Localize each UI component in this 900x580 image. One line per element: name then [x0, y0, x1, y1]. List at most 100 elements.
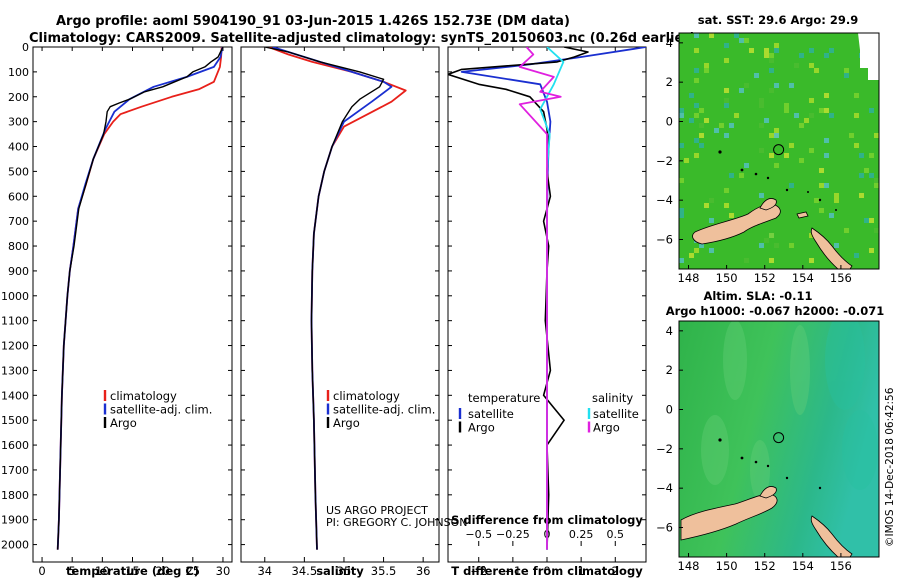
sst-cell: [794, 63, 799, 68]
sst-cell: [729, 213, 734, 218]
sst-cell: [759, 148, 764, 153]
sst-cell: [739, 38, 744, 43]
series-line-salinity-argo: [518, 47, 562, 550]
sst-cell: [859, 173, 864, 178]
sst-map-title: sat. SST: 29.6 Argo: 29.9: [698, 13, 858, 27]
x-tick-label: 35.5: [371, 564, 397, 578]
sst-cell: [709, 218, 714, 223]
series-lines: [448, 47, 646, 550]
sst-cell: [824, 53, 829, 58]
map-y-tick-label: −4: [656, 481, 673, 495]
map-y-tick-label: −6: [656, 233, 673, 247]
map-y-tick-label: −2: [656, 154, 673, 168]
salinity-panel-frame: [240, 46, 440, 563]
salinity-panel: 34 34.5 35 35.5 36 salinity climatologysatelli…: [241, 46, 439, 578]
series-line-climatology: [268, 47, 407, 550]
sst-cell: [719, 123, 724, 128]
sst-cell: [849, 133, 854, 138]
imos-timestamp: ©IMOS 14-Dec-2018 06:42:56: [884, 387, 896, 547]
sst-cell: [844, 73, 849, 78]
sst-cell: [774, 83, 779, 88]
sst-cell: [784, 108, 789, 113]
sst-cell: [859, 193, 864, 198]
sst-cell: [729, 173, 734, 178]
sst-cell: [829, 213, 834, 218]
sst-cell: [739, 173, 744, 178]
map-x-tick-label: 150: [716, 271, 738, 285]
sst-cell: [789, 83, 794, 88]
sst-cell: [689, 93, 694, 98]
sst-map: [679, 33, 879, 269]
map-y-tick-label: 4: [666, 324, 673, 338]
sst-cell: [809, 98, 814, 103]
x-tick-label: 5: [69, 564, 76, 578]
x-tick-label: 0: [543, 564, 550, 578]
x-axis-label: temperature (deg C): [66, 564, 199, 578]
sst-cell: [694, 153, 699, 158]
sst-cell: [819, 168, 824, 173]
sst-cell: [744, 163, 749, 168]
x2-tick-label: −0.5: [465, 528, 492, 541]
project-credit-line2: PI: GREGORY C. JOHNSON: [326, 516, 467, 529]
sst-cell: [694, 113, 699, 118]
map-x-tick-label: 148: [678, 271, 700, 285]
depth-tick-label: 500: [8, 165, 29, 178]
sst-cell: [704, 68, 709, 73]
sst-cell: [694, 78, 699, 83]
sst-cell: [764, 48, 769, 53]
sst-cell: [784, 153, 789, 158]
sst-cell: [699, 123, 704, 128]
sst-cell: [789, 243, 794, 248]
sst-cell: [874, 228, 879, 233]
sst-cell: [814, 68, 819, 73]
sst-cell: [679, 178, 684, 183]
sst-map-islands: [718, 150, 837, 211]
sst-cell: [729, 123, 734, 128]
legend-label: climatology: [333, 389, 400, 403]
sst-cell: [809, 258, 814, 263]
sla-map-bluish-bands: [825, 321, 878, 490]
depth-tick-label: 200: [8, 91, 29, 104]
sst-cell: [774, 43, 779, 48]
legend-label: Argo: [333, 416, 360, 430]
depth-axis-labels: 0 100 200 300 400 500 600 700 800 900 1000 1100 1200…: [1, 41, 29, 552]
series-line-salinity-satellite: [539, 47, 565, 550]
sst-cell: [694, 138, 699, 143]
sst-cell: [689, 253, 694, 258]
sst-cell: [744, 258, 749, 263]
sst-cell: [844, 68, 849, 73]
depth-tick-label: 1500: [1, 414, 29, 427]
sst-cell: [749, 48, 754, 53]
depth-tick-label: 700: [8, 215, 29, 228]
depth-tick-label: 800: [8, 240, 29, 253]
x-tick-label: 30: [216, 564, 231, 578]
x-tick-label: 2: [612, 564, 619, 578]
x-tick-label: −2: [470, 564, 487, 578]
sst-cell: [824, 153, 829, 158]
sst-cell: [744, 38, 749, 43]
sst-cell: [709, 33, 714, 38]
depth-tick-label: 300: [8, 116, 29, 129]
sst-cell: [764, 53, 769, 58]
sst-cell: [699, 243, 704, 248]
x2-tick-label: 0.25: [569, 528, 594, 541]
sla-map-islands: [718, 438, 822, 490]
x-axis-label: T difference from climatology: [451, 564, 643, 578]
sst-cell: [864, 218, 869, 223]
sst-cell: [794, 113, 799, 118]
sst-cell: [819, 108, 824, 113]
sla-map-land: [680, 486, 853, 557]
sst-cell: [824, 183, 829, 188]
depth-tick-label: 0: [22, 41, 29, 54]
sst-cell: [864, 168, 869, 173]
sst-cell: [759, 243, 764, 248]
sst-cell: [699, 133, 704, 138]
legend-label: Argo: [593, 421, 620, 435]
x-tick-label: 36: [416, 564, 431, 578]
sla-map-axes: 148 150 152 154 156 −6 −4 −2 0 2 4: [656, 324, 852, 573]
map-x-tick-label: 152: [754, 559, 776, 573]
x-tick-label: 0: [38, 564, 45, 578]
map-x-tick-label: 150: [716, 559, 738, 573]
